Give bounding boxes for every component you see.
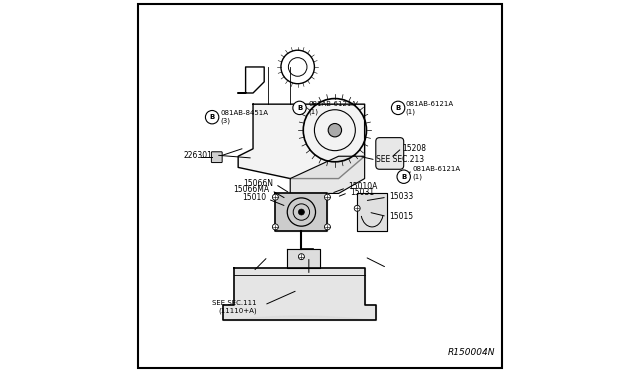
Text: 15010A: 15010A [348,182,377,191]
Polygon shape [291,156,365,193]
Text: 15208: 15208 [402,144,426,153]
Text: 081AB-6121A
(1): 081AB-6121A (1) [308,101,356,115]
Text: B: B [209,114,215,120]
Text: SEE SEC.213: SEE SEC.213 [376,155,424,164]
Text: B: B [396,105,401,111]
Polygon shape [238,104,365,179]
Text: 15015: 15015 [389,212,413,221]
Text: B: B [297,105,302,111]
Text: B: B [401,174,406,180]
Text: SEE SEC.111
(11110+A): SEE SEC.111 (11110+A) [212,300,257,314]
Circle shape [328,124,342,137]
Text: R150004N: R150004N [447,348,495,357]
Text: 081AB-6121A
(1): 081AB-6121A (1) [412,166,460,180]
Polygon shape [357,193,387,231]
Text: 15031: 15031 [349,188,374,197]
FancyBboxPatch shape [376,138,404,169]
Text: 15066MA: 15066MA [234,185,270,194]
Circle shape [392,101,405,115]
Circle shape [205,110,219,124]
FancyBboxPatch shape [211,152,222,163]
Circle shape [298,254,305,260]
Text: 15033: 15033 [389,192,413,201]
Circle shape [354,205,360,211]
Text: 081AB-6121A
(1): 081AB-6121A (1) [406,101,454,115]
Polygon shape [223,268,376,320]
Polygon shape [275,193,328,231]
Circle shape [324,194,330,200]
Circle shape [298,209,305,215]
Text: 15066N: 15066N [243,179,273,187]
Circle shape [293,101,306,115]
Text: 226301: 226301 [183,151,212,160]
Circle shape [324,224,330,230]
Circle shape [273,224,278,230]
Text: 081AB-8451A
(3): 081AB-8451A (3) [221,110,269,124]
Circle shape [273,194,278,200]
Circle shape [397,170,410,183]
Polygon shape [287,249,320,268]
Text: 15010: 15010 [242,193,266,202]
